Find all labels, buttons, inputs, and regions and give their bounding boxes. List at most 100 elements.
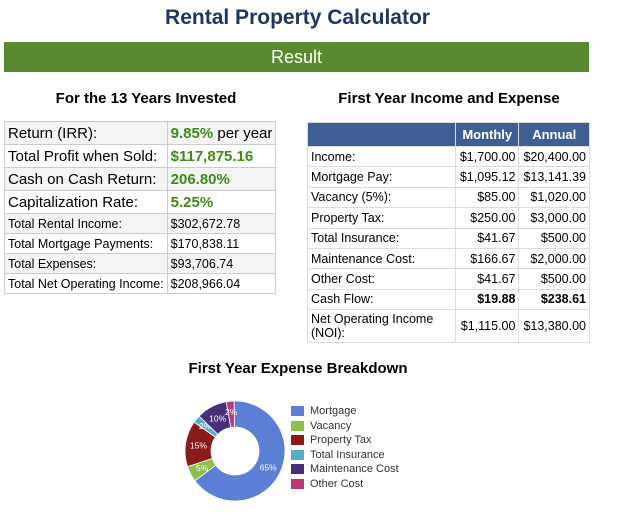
legend-swatch [291,449,304,460]
summary-value: $117,875.16 [166,144,277,168]
summary-heading: For the 13 Years Invested [55,90,237,107]
legend-label: Total Insurance [310,448,385,461]
table-row: Vacancy (5%): $85.00 $1,020.00 [307,186,590,209]
row-label: Cash Flow: [307,288,456,311]
annual-value: $500.00 [518,268,590,290]
chart-title: First Year Expense Breakdown [188,360,408,377]
legend-label: Mortgage [310,405,357,418]
legend-swatch [291,420,304,431]
table-row: Net Operating Income (NOI): $1,115.00 $13,… [307,309,590,344]
donut-data-label: 10% [209,413,226,423]
summary-value-text: $170,838.11 [170,236,240,251]
donut-data-label: 2% [225,407,238,417]
donut-data-label: 5% [196,463,209,473]
legend-item[interactable]: Vacancy [291,419,399,434]
annual-value: $13,380.00 [518,309,590,344]
table-row: Total Insurance: $41.67 $500.00 [307,227,590,249]
summary-value-text: $93,706.74 [170,256,234,271]
annual-value: $3,000.00 [518,207,590,229]
summary-row: Total Net Operating Income: $208,966.04 [4,273,277,294]
expense-donut-chart: 65% 5% 15% 2% 10% 2% [180,396,290,506]
donut-data-label: 15% [190,441,207,451]
monthly-value: $41.67 [454,227,520,249]
table-row: Cash Flow: $19.88 $238.61 [307,288,590,311]
result-bar: Result [4,42,589,72]
summary-row: Capitalization Rate: 5.25% [4,190,277,214]
monthly-value: $1,115.00 [454,309,520,344]
summary-value-text: $117,875.16 [170,147,254,165]
row-label: Total Insurance: [307,227,456,249]
summary-value-text: $208,966.04 [170,276,241,291]
legend-label: Vacancy [310,419,352,432]
annual-value: $238.61 [518,288,590,311]
summary-label: Return (IRR): [4,121,168,145]
legend-label: Maintenance Cost [310,463,399,476]
summary-value: $208,966.04 [166,273,277,294]
page-title: Rental Property Calculator [165,6,430,29]
summary-value: 5.25% [166,190,277,214]
income-expense-heading: First Year Income and Expense [338,90,560,107]
table-row: Property Tax: $250.00 $3,000.00 [307,207,590,229]
summary-value: 9.85% per year [166,121,277,145]
monthly-value: $250.00 [454,207,520,229]
summary-row: Return (IRR): 9.85% per year [4,121,277,145]
monthly-value: $1,095.12 [454,166,520,188]
monthly-value: $41.67 [454,268,520,290]
row-label: Maintenance Cost: [307,247,456,270]
legend-item[interactable]: Other Cost [291,477,399,492]
annual-value: $2,000.00 [518,247,590,270]
row-label: Property Tax: [307,207,456,229]
monthly-value: $19.88 [454,288,520,311]
legend-swatch [291,406,304,417]
summary-label: Capitalization Rate: [4,190,168,214]
row-label: Vacancy (5%): [307,186,456,209]
annual-value: $20,400.00 [518,145,590,168]
summary-row: Total Rental Income: $302,672.78 [4,213,277,234]
legend-label: Other Cost [310,477,364,490]
legend-swatch [291,464,304,475]
chart-legend: Mortgage Vacancy Property Tax Total Insuran… [291,404,399,491]
income-expense-table: Monthly Annual Income: $1,700.00 $20,400.0… [307,122,590,344]
donut-slice-other-cost [225,400,235,428]
summary-row: Total Profit when Sold: $117,875.16 [4,144,277,168]
summary-table: Return (IRR): 9.85% per year Total Profit … [4,121,277,294]
summary-label: Total Net Operating Income: [4,273,168,294]
summary-label: Total Expenses: [4,253,168,274]
row-label: Other Cost: [307,268,456,290]
table-header-row: Monthly Annual [307,122,590,147]
table-row: Income: $1,700.00 $20,400.00 [307,145,590,168]
summary-value-text: 9.85% [170,124,214,142]
summary-value: $170,838.11 [166,233,277,254]
row-label: Mortgage Pay: [307,166,456,188]
table-row: Mortgage Pay: $1,095.12 $13,141.39 [307,166,590,188]
monthly-value: $166.67 [454,247,520,270]
monthly-value: $1,700.00 [454,145,520,168]
summary-value-text: 206.80% [170,170,230,188]
legend-item[interactable]: Maintenance Cost [291,462,399,477]
summary-row: Total Expenses: $93,706.74 [4,253,277,274]
summary-label: Total Profit when Sold: [4,144,168,168]
summary-label: Cash on Cash Return: [4,167,168,191]
annual-column-header: Annual [518,122,590,147]
annual-value: $500.00 [518,227,590,249]
donut-slice-mortgage [194,400,286,502]
table-row: Maintenance Cost: $166.67 $2,000.00 [307,247,590,270]
summary-row: Total Mortgage Payments: $170,838.11 [4,233,277,254]
legend-item[interactable]: Total Insurance [291,448,399,463]
legend-swatch [291,435,304,446]
summary-value: $93,706.74 [166,253,277,274]
row-label: Income: [307,145,456,168]
monthly-column-header: Monthly [454,122,520,147]
summary-label: Total Mortgage Payments: [4,233,168,254]
summary-value: $302,672.78 [166,213,277,234]
donut-data-label: 2% [199,421,212,431]
summary-value-text: 5.25% [170,193,214,211]
donut-data-label: 65% [260,462,277,472]
summary-value-text: $302,672.78 [170,216,241,231]
empty-header-cell [307,122,456,147]
legend-item[interactable]: Mortgage [291,404,399,419]
legend-item[interactable]: Property Tax [291,433,399,448]
summary-value-suffix: per year [213,124,273,142]
row-label: Net Operating Income (NOI): [307,309,456,344]
annual-value: $13,141.39 [518,166,590,188]
